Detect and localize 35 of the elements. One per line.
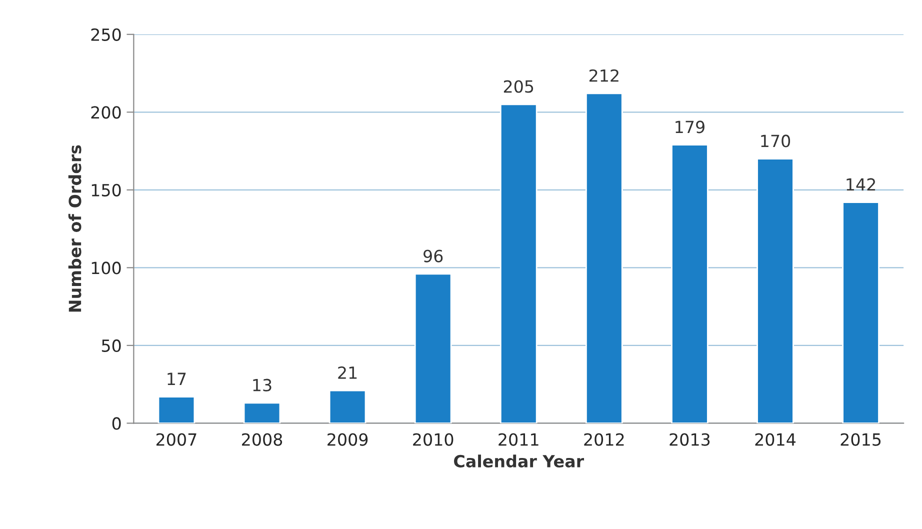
x-tick-label: 2011	[498, 433, 538, 446]
x-axis-title: Calendar Year	[454, 454, 584, 468]
bar	[328, 390, 366, 424]
data-label: 142	[846, 178, 876, 191]
y-axis-title: Number of Orders	[68, 145, 82, 312]
data-label: 21	[338, 366, 357, 379]
data-label: 13	[253, 378, 272, 392]
bar	[158, 396, 196, 424]
data-label: 170	[761, 134, 790, 148]
x-tick-label: 2007	[156, 433, 196, 446]
x-tick-label: 2012	[584, 433, 624, 446]
y-tick-label: 100	[92, 262, 121, 274]
x-tick-label: 2009	[328, 433, 368, 446]
x-tick-label: 2010	[413, 433, 454, 446]
bar	[414, 273, 452, 424]
y-tick-label: 250	[91, 28, 121, 41]
y-tick-label: 0	[112, 417, 121, 430]
x-tick-label: 2015	[840, 433, 881, 446]
bar	[500, 104, 538, 424]
data-label: 212	[589, 69, 618, 82]
bar	[243, 402, 281, 424]
data-label: 96	[424, 250, 443, 262]
bar	[586, 92, 623, 424]
y-tick-label: 50	[102, 339, 121, 352]
y-tick-label: 150	[92, 184, 121, 196]
data-label: 179	[676, 120, 704, 134]
data-label: 17	[168, 372, 186, 385]
x-tick-label: 2008	[242, 433, 282, 446]
y-tick-label: 200	[91, 106, 121, 119]
bar	[671, 144, 708, 424]
x-tick-label: 2013	[670, 433, 710, 446]
bar	[842, 202, 880, 424]
x-tick-label: 2014	[755, 433, 796, 446]
data-label: 205	[504, 80, 534, 93]
bar	[756, 158, 794, 424]
